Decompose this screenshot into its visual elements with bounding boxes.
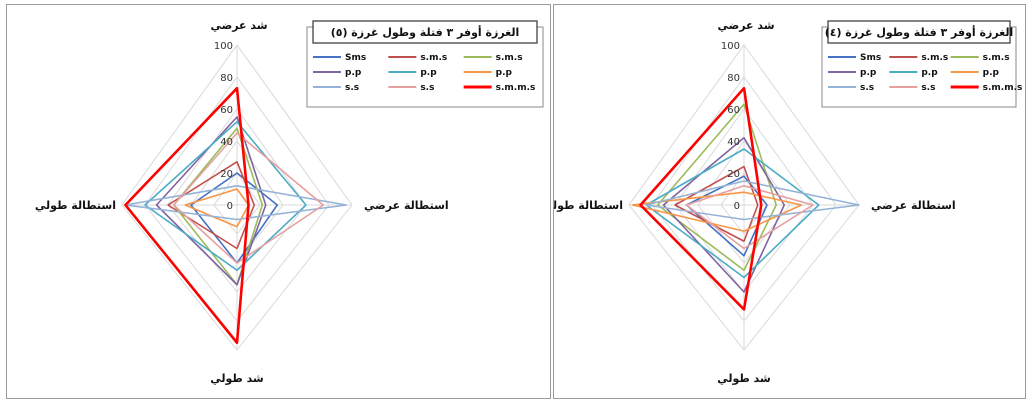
chart-panel-left: 0 20 40 60 80 100 شد عرضي استطالة عرضي شد طولي اس… — [553, 4, 1026, 399]
tick-label: 40 — [220, 137, 233, 148]
axis-label: استطالة طولي — [554, 199, 623, 212]
legend-label: s.s — [345, 83, 359, 93]
legend-label: s.s — [420, 83, 434, 93]
legend-label: p.p — [983, 68, 1000, 78]
series-line-s-m-s — [167, 161, 256, 250]
series-line-p-p — [184, 188, 250, 228]
legend-label: p.p — [921, 68, 938, 78]
legend-label: s.m.m.s — [496, 83, 536, 93]
tick-label: 80 — [727, 73, 740, 84]
axis-label: شد عرضي — [717, 19, 774, 32]
legend-title: الغرزة أوفر ٣ فتلة وطول غرزة (٥) — [331, 25, 520, 39]
tick-label: 80 — [220, 73, 233, 84]
series-line-p-p — [144, 121, 307, 272]
series-line-s-s — [124, 185, 348, 221]
radar-chart-right: 0 20 40 60 80 100 شد عرضي استطالة عرضي شد طولي اس… — [35, 19, 544, 385]
tick-label: 60 — [220, 105, 233, 116]
series-line-p-p — [631, 191, 803, 232]
series-line-s-s — [645, 180, 860, 221]
legend-label: s.m.s — [921, 53, 948, 63]
axis-label: شد طولي — [210, 372, 264, 385]
legend-label: s.m.s — [983, 53, 1010, 63]
series-line-s-s — [172, 132, 325, 264]
legend-label: p.p — [860, 68, 877, 78]
legend-label: s.s — [921, 83, 935, 93]
tick-label: 60 — [727, 105, 740, 116]
axis-label: استطالة عرضي — [364, 199, 449, 212]
legend-label: s.m.m.s — [983, 83, 1023, 93]
radar-series — [631, 86, 860, 311]
chart-panel-right: 0 20 40 60 80 100 شد عرضي استطالة عرضي شد طولي اس… — [6, 4, 551, 399]
series-line-s-m-m-s — [124, 86, 250, 345]
axis-label: استطالة طولي — [35, 199, 116, 212]
series-line-s-m-s — [656, 103, 777, 272]
tick-label: 0 — [227, 201, 233, 212]
axis-label: شد عرضي — [210, 19, 267, 32]
radar-chart-left: 0 20 40 60 80 100 شد عرضي استطالة عرضي شد طولي اس… — [554, 19, 1023, 385]
legend-title-box — [827, 20, 1011, 44]
series-line-p-p — [662, 137, 786, 293]
legend-label: p.p — [420, 68, 437, 78]
tick-label: 20 — [727, 169, 740, 180]
axis-label: استطالة عرضي — [871, 199, 956, 212]
legend-title-box — [312, 20, 538, 44]
legend: الغرزة أوفر ٣ فتلة وطول غرزة (٤) Sms s.m.s… — [821, 20, 1023, 108]
legend-label: Sms — [860, 53, 881, 63]
tick-label: 0 — [734, 201, 740, 212]
legend-label: Sms — [345, 53, 366, 63]
radar-grid — [121, 44, 353, 351]
tick-label: 20 — [220, 169, 233, 180]
legend-label: s.m.s — [420, 53, 447, 63]
series-line-p-p — [645, 148, 820, 279]
axis-label: شد طولي — [717, 372, 771, 385]
series-line-s-s — [685, 185, 814, 250]
legend-label: s.s — [860, 83, 874, 93]
series-line-s-m-m-s — [639, 86, 763, 311]
tick-label: 100 — [214, 41, 233, 52]
radar-series — [124, 86, 348, 345]
tick-label: 40 — [727, 137, 740, 148]
legend-label: p.p — [496, 68, 513, 78]
tick-label: 100 — [721, 41, 740, 52]
legend-label: s.m.s — [496, 53, 523, 63]
legend-label: p.p — [345, 68, 362, 78]
legend-title: الغرزة أوفر ٣ فتلة وطول غرزة (٤) — [825, 25, 1014, 39]
legend: الغرزة أوفر ٣ فتلة وطول غرزة (٥) Sms s.m.s… — [306, 20, 544, 108]
series-line-p-p — [155, 116, 267, 286]
